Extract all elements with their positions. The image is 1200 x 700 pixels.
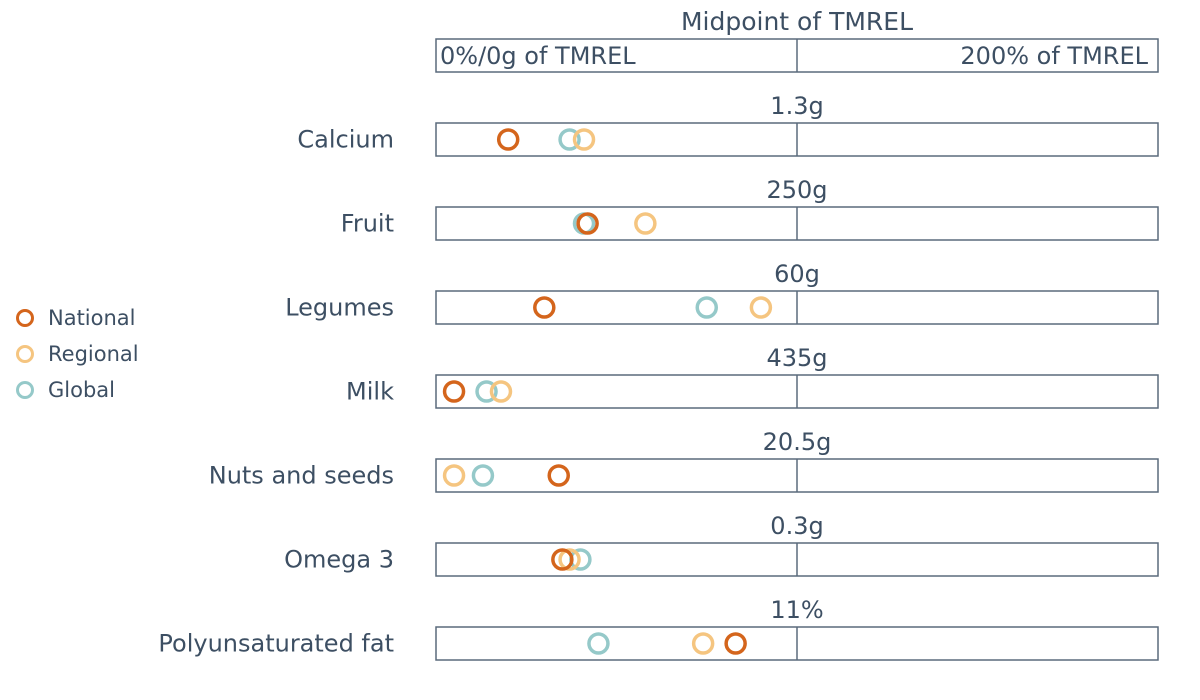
point-legumes-global — [695, 296, 718, 319]
legend-item-regional: Regional — [16, 336, 139, 372]
category-label-fruit: Fruit — [341, 210, 394, 238]
point-fruit-national — [576, 212, 599, 235]
point-fruit-regional — [634, 212, 657, 235]
category-label-calcium: Calcium — [297, 126, 394, 154]
point-nuts-and-seeds-global — [471, 464, 495, 487]
legend: National Regional Global — [16, 300, 139, 408]
point-calcium-global — [558, 128, 581, 151]
tmrel-value-milk: 435g — [766, 344, 827, 372]
tmrel-value-legumes: 60g — [774, 260, 820, 288]
row-calcium: 1.3g Calcium — [297, 92, 1159, 157]
tmrel-value-omega-3: 0.3g — [770, 512, 823, 540]
legend-label-national: National — [48, 306, 136, 330]
chart-rows: 1.3g Calcium 250g Fruit 60g Legumes 435g Milk 20… — [158, 92, 1159, 661]
point-polyunsaturated-fat-national — [724, 632, 747, 655]
category-label-legumes: Legumes — [285, 294, 394, 322]
tmrel-value-calcium: 1.3g — [770, 92, 823, 120]
legend-marker-regional — [16, 345, 34, 363]
row-fruit: 250g Fruit — [341, 176, 1159, 241]
scale-left-label: 0%/0g of TMREL — [440, 42, 636, 70]
legend-marker-global — [16, 381, 34, 399]
point-nuts-and-seeds-national — [547, 464, 570, 487]
legend-marker-national — [16, 309, 34, 327]
point-calcium-regional — [572, 128, 596, 151]
point-calcium-national — [496, 128, 520, 151]
category-label-polyunsaturated-fat: Polyunsaturated fat — [158, 630, 394, 658]
point-milk-regional — [489, 380, 513, 403]
chart-title: Midpoint of TMREL — [681, 7, 913, 36]
category-label-nuts-and-seeds: Nuts and seeds — [209, 462, 394, 490]
row-milk: 435g Milk — [346, 344, 1159, 409]
row-legumes: 60g Legumes — [285, 260, 1159, 325]
tmrel-value-fruit: 250g — [766, 176, 827, 204]
legend-item-global: Global — [16, 372, 139, 408]
point-milk-global — [475, 380, 498, 403]
legend-label-global: Global — [48, 378, 115, 402]
point-polyunsaturated-fat-global — [587, 632, 610, 655]
point-legumes-regional — [749, 296, 773, 319]
point-legumes-national — [533, 296, 556, 319]
tmrel-value-nuts-and-seeds: 20.5g — [763, 428, 832, 456]
point-omega-3-regional — [558, 548, 581, 571]
legend-item-national: National — [16, 300, 139, 336]
legend-label-regional: Regional — [48, 342, 139, 366]
row-omega-3: 0.3g Omega 3 — [284, 512, 1159, 577]
scale-right-label: 200% of TMREL — [960, 42, 1148, 70]
row-nuts-and-seeds: 20.5g Nuts and seeds — [209, 428, 1159, 493]
tmrel-value-polyunsaturated-fat: 11% — [770, 596, 823, 624]
row-polyunsaturated-fat: 11% Polyunsaturated fat — [158, 596, 1159, 661]
category-label-milk: Milk — [346, 378, 394, 406]
point-polyunsaturated-fat-regional — [691, 632, 715, 655]
category-label-omega-3: Omega 3 — [284, 546, 394, 574]
point-nuts-and-seeds-regional — [442, 464, 466, 487]
point-omega-3-national — [551, 548, 574, 571]
point-milk-national — [442, 380, 466, 403]
